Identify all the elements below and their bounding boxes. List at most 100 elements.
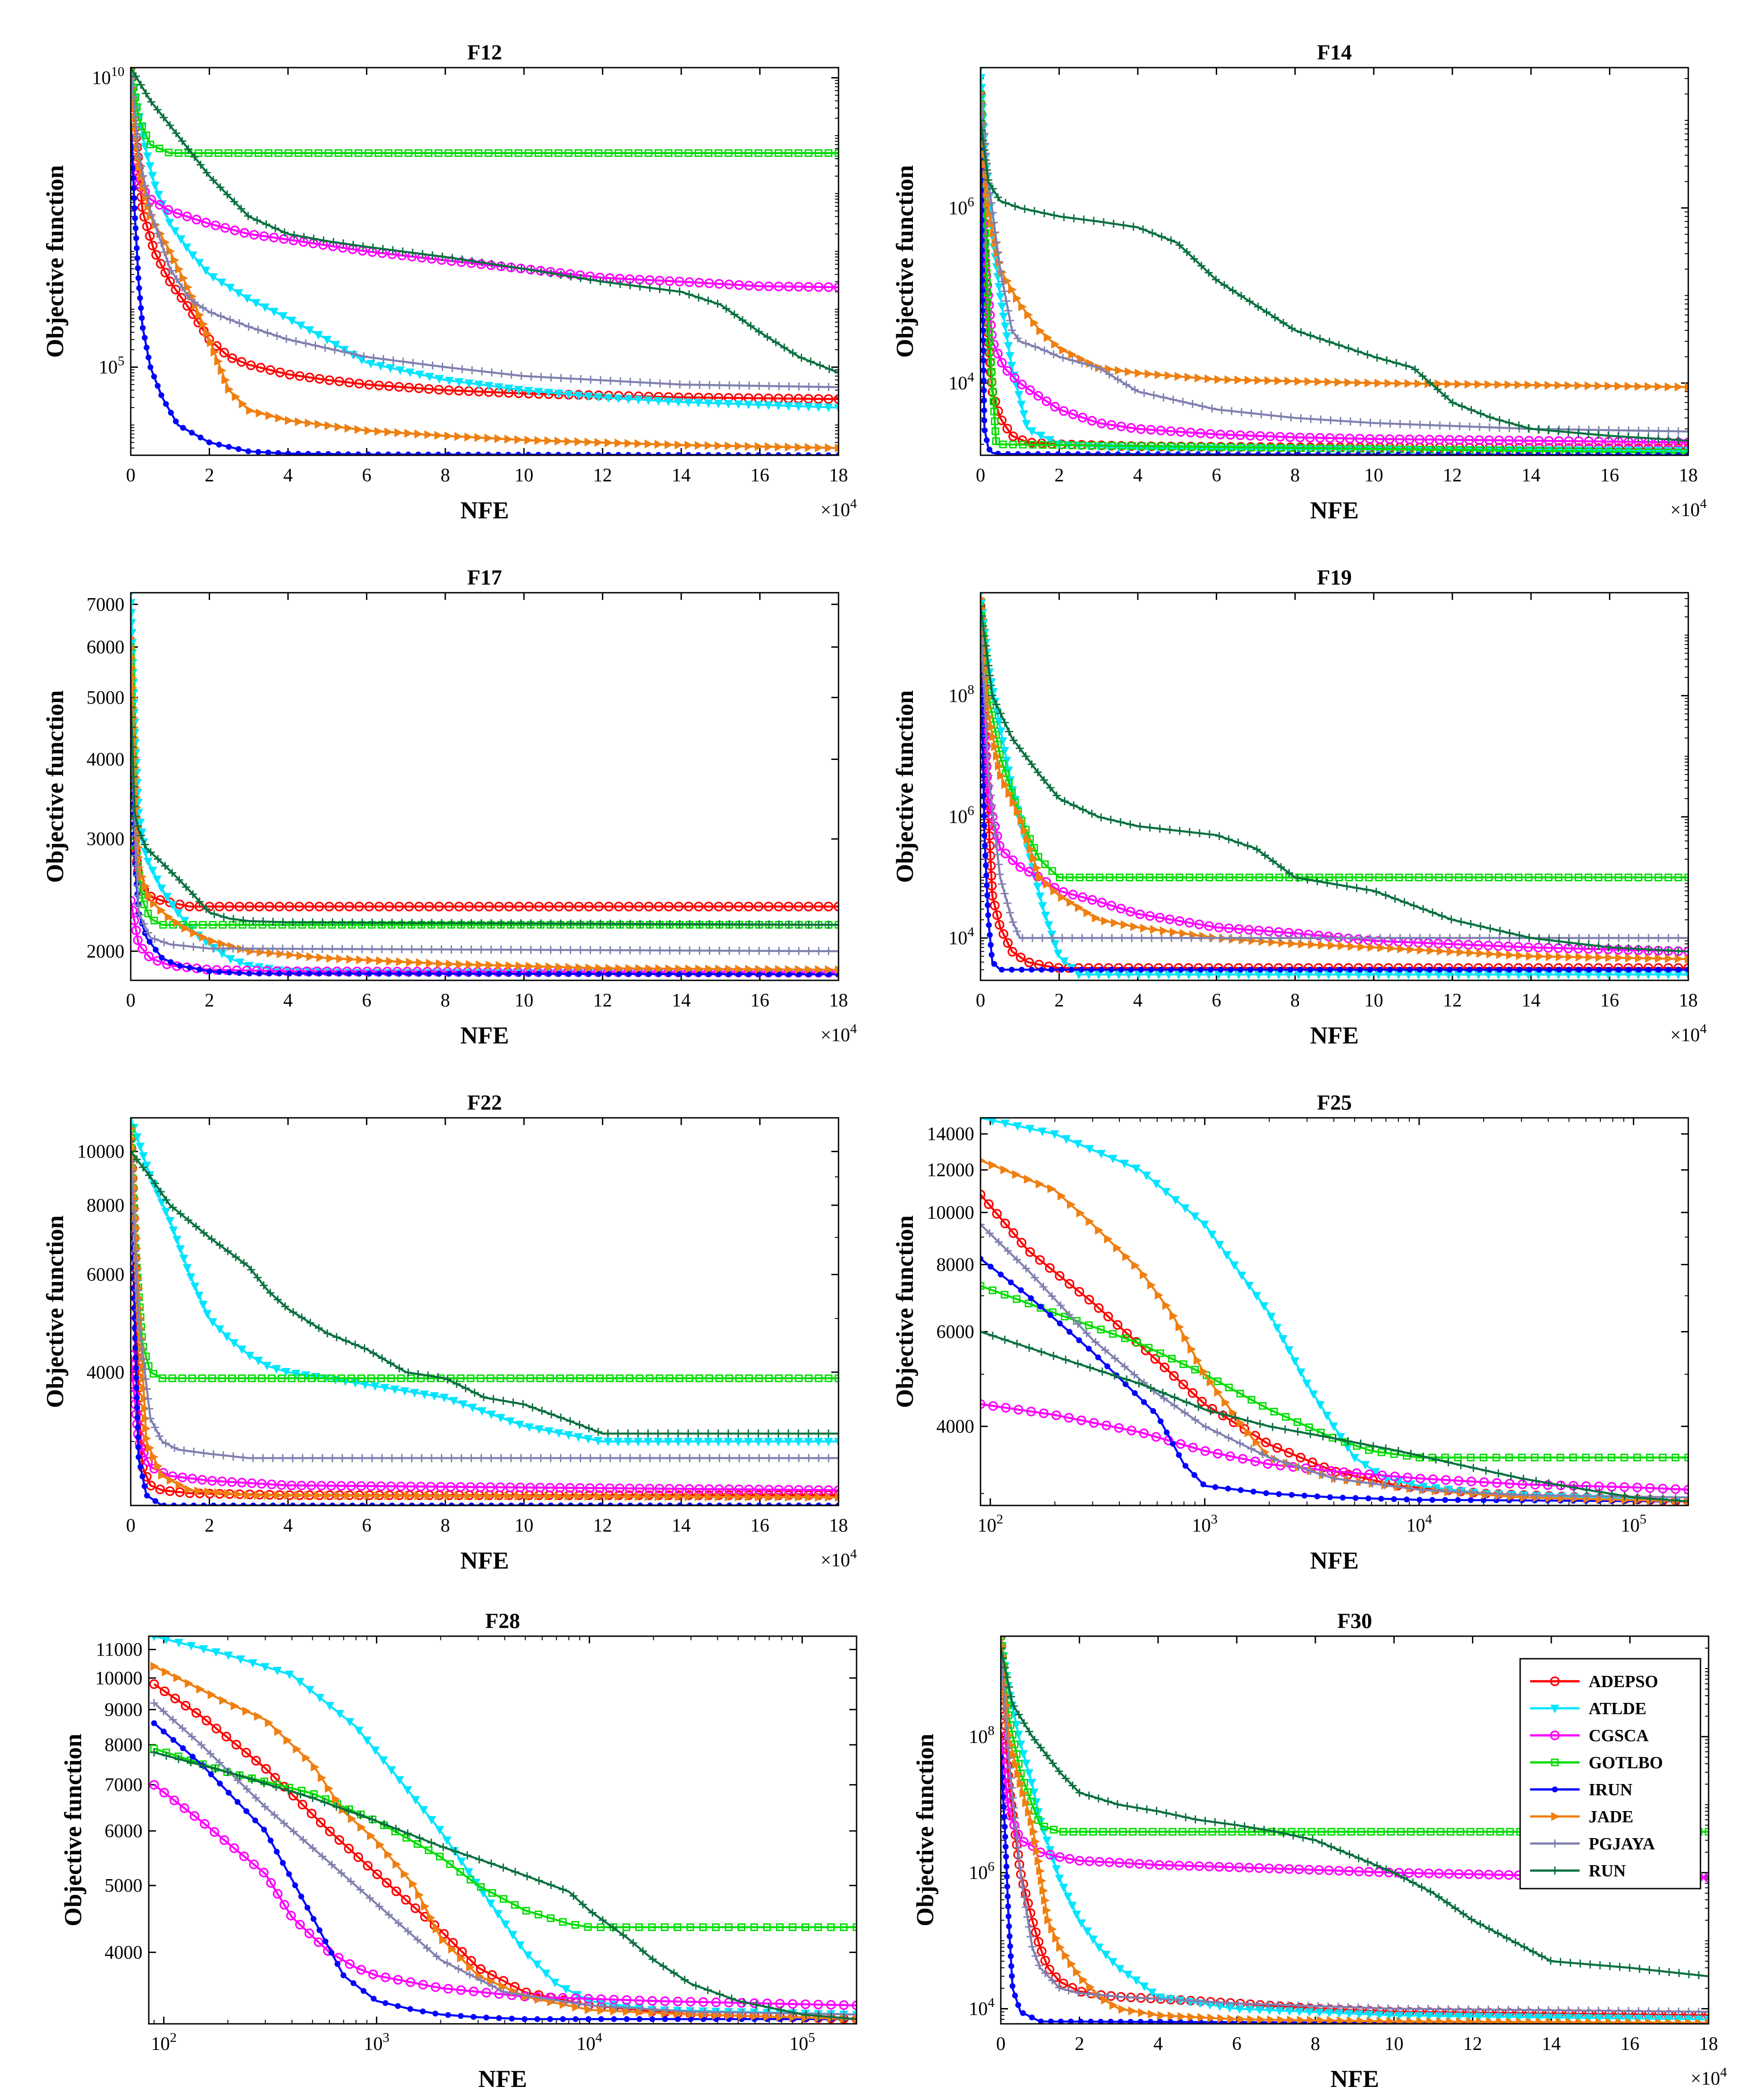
x-tick-label: 18 bbox=[1679, 465, 1698, 486]
series-marker-gotlbo bbox=[715, 1374, 723, 1382]
series-group bbox=[131, 593, 839, 978]
series-marker-cgsca bbox=[1683, 1485, 1688, 1495]
series-marker-run bbox=[1505, 419, 1513, 427]
series-marker-pgjaya bbox=[1316, 415, 1325, 424]
series-marker-run bbox=[399, 247, 407, 256]
series-marker-atlde bbox=[174, 909, 183, 918]
series-marker-cgsca bbox=[784, 1485, 794, 1495]
series-marker-run bbox=[133, 822, 142, 830]
series-marker-irun bbox=[135, 1444, 142, 1450]
series-marker-atlde bbox=[1244, 970, 1253, 979]
x-tick-label: 4 bbox=[283, 990, 293, 1011]
series-marker-pgjaya bbox=[398, 945, 406, 954]
series-marker-atlde bbox=[190, 1282, 200, 1291]
series-marker-pgjaya bbox=[755, 947, 763, 955]
series-marker-cgsca bbox=[197, 1475, 207, 1485]
series-marker-gotlbo bbox=[1564, 874, 1572, 882]
series-marker-gotlbo bbox=[364, 149, 372, 157]
series-marker-atlde bbox=[251, 299, 261, 308]
series-marker-pgjaya bbox=[990, 218, 998, 227]
series-marker-run bbox=[1684, 947, 1688, 956]
series-marker-adepso bbox=[743, 901, 754, 911]
series-marker-cgsca bbox=[1533, 942, 1544, 953]
series-marker-irun bbox=[796, 1502, 802, 1505]
series-marker-irun bbox=[385, 451, 391, 455]
series-marker-atlde bbox=[1000, 747, 1009, 756]
series-marker-adepso bbox=[714, 901, 724, 911]
series-marker-cgsca bbox=[1076, 1415, 1086, 1425]
series-marker-atlde bbox=[188, 251, 197, 260]
series-marker-cgsca bbox=[1174, 916, 1185, 926]
series-marker-irun bbox=[290, 1502, 296, 1505]
series-marker-irun bbox=[1586, 966, 1592, 973]
series-marker-pgjaya bbox=[1056, 1301, 1065, 1310]
series-marker-run bbox=[351, 1341, 359, 1349]
series-marker-cgsca bbox=[1015, 862, 1025, 872]
series-marker-run bbox=[1157, 233, 1166, 241]
series-marker-run bbox=[834, 1429, 839, 1438]
series-marker-irun bbox=[548, 1502, 554, 1505]
series-marker-pgjaya bbox=[1396, 420, 1404, 428]
series-marker-run bbox=[1306, 1430, 1315, 1438]
series-marker-jade bbox=[1494, 380, 1503, 389]
series-marker-pgjaya bbox=[656, 379, 664, 388]
series-marker-run bbox=[655, 920, 664, 928]
series-marker-atlde bbox=[814, 403, 823, 412]
series-marker-pgjaya bbox=[1130, 1370, 1139, 1379]
series-marker-pgjaya bbox=[1287, 413, 1295, 422]
series-marker-run bbox=[754, 1429, 763, 1438]
series-marker-jade bbox=[183, 283, 192, 292]
series-marker-jade bbox=[466, 960, 475, 970]
series-marker-adepso bbox=[1000, 1218, 1010, 1229]
series-marker-jade bbox=[989, 1160, 998, 1170]
series-marker-irun bbox=[617, 1502, 623, 1505]
series-marker-jade bbox=[1535, 380, 1544, 390]
series-marker-irun bbox=[696, 971, 702, 977]
series-marker-run bbox=[1402, 361, 1410, 370]
series-marker-pgjaya bbox=[794, 382, 803, 391]
series-marker-jade bbox=[1024, 1175, 1033, 1184]
series-marker-run bbox=[1382, 1444, 1390, 1453]
series-marker-pgjaya bbox=[1082, 1329, 1091, 1337]
series-marker-pgjaya bbox=[139, 1355, 148, 1363]
series-marker-pgjaya bbox=[1008, 326, 1016, 334]
x-tick-label: 0 bbox=[126, 465, 136, 486]
series-marker-cgsca bbox=[1041, 396, 1052, 406]
series-marker-irun bbox=[495, 452, 501, 455]
series-marker-cgsca bbox=[764, 1485, 774, 1495]
series-marker-gotlbo bbox=[1405, 874, 1413, 882]
series-marker-run bbox=[694, 1429, 702, 1438]
series-marker-irun bbox=[998, 1272, 1004, 1278]
x-tick-label: 14 bbox=[672, 465, 691, 486]
series-marker-gotlbo bbox=[825, 1374, 833, 1382]
series-marker-gotlbo bbox=[1175, 874, 1183, 882]
series-marker-cgsca bbox=[1151, 1432, 1161, 1442]
series-marker-jade bbox=[1585, 952, 1594, 962]
series-marker-cgsca bbox=[356, 1481, 366, 1491]
series-marker-run bbox=[169, 1203, 177, 1212]
series-marker-run bbox=[1524, 424, 1533, 432]
series-marker-run bbox=[190, 153, 199, 161]
series-marker-atlde bbox=[1224, 970, 1233, 979]
series-marker-irun bbox=[1327, 966, 1333, 973]
series-marker-cgsca bbox=[155, 200, 165, 210]
series-marker-atlde bbox=[1284, 970, 1293, 979]
series-marker-irun bbox=[168, 959, 174, 965]
series-marker-run bbox=[437, 919, 446, 927]
series-marker-jade bbox=[354, 425, 363, 434]
series-marker-irun bbox=[1115, 451, 1121, 455]
series-marker-run bbox=[195, 897, 204, 906]
series-marker-pgjaya bbox=[1088, 934, 1096, 942]
series-marker-pgjaya bbox=[448, 364, 457, 372]
series-marker-pgjaya bbox=[1122, 380, 1131, 389]
series-marker-run bbox=[342, 1336, 350, 1345]
series-marker-pgjaya bbox=[1022, 1264, 1030, 1273]
series-marker-atlde bbox=[430, 1392, 439, 1401]
series-marker-pgjaya bbox=[133, 1296, 142, 1304]
series-marker-atlde bbox=[1534, 970, 1543, 979]
series-marker-atlde bbox=[764, 401, 773, 410]
series-marker-gotlbo bbox=[258, 1374, 266, 1382]
series-marker-run bbox=[528, 1403, 537, 1412]
series-marker-atlde bbox=[464, 379, 474, 388]
series-marker-run bbox=[497, 919, 505, 928]
